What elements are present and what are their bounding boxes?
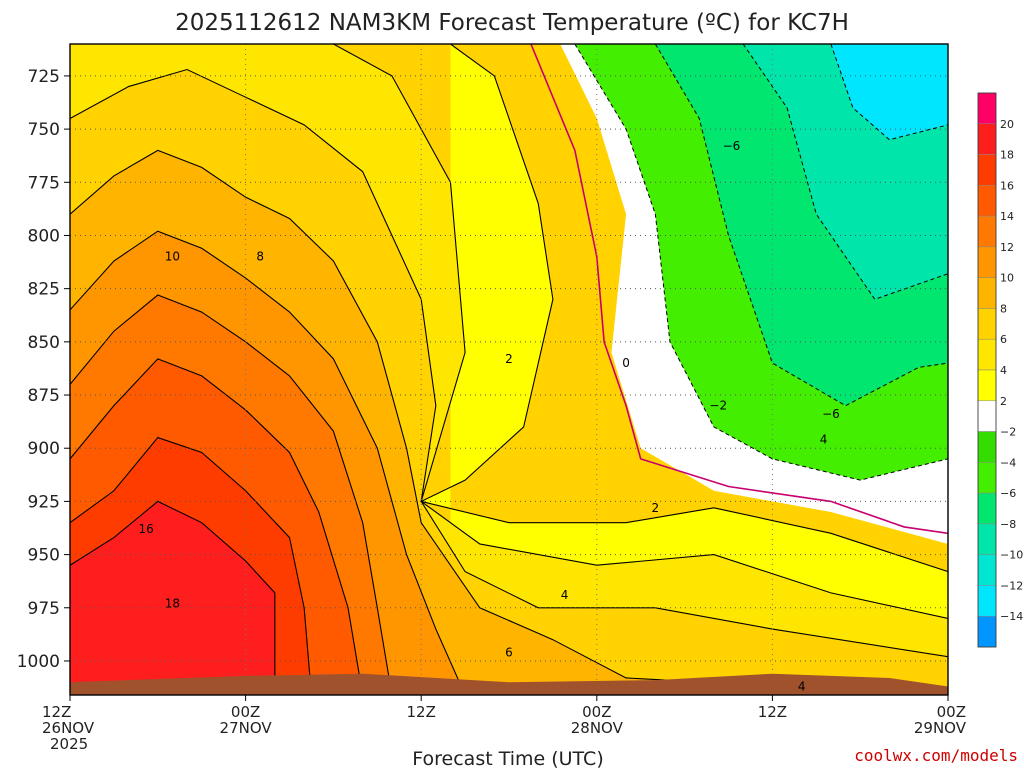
warm-band-18 xyxy=(70,501,275,695)
colorbar-swatch xyxy=(977,215,997,248)
contour-label: 2 xyxy=(652,501,660,515)
x-tick-time: 12Z xyxy=(758,703,787,721)
colorbar-label: −10 xyxy=(1000,549,1023,562)
contour-line-neg4 xyxy=(654,44,948,407)
y-tick-label: 900 xyxy=(28,439,60,459)
colorbar-swatch xyxy=(977,92,997,125)
contour-line-8 xyxy=(70,149,948,695)
y-tick-label: 750 xyxy=(28,120,60,140)
contour-label: 18 xyxy=(165,597,180,611)
contour-label: 8 xyxy=(256,250,264,264)
cold-region-minus10 xyxy=(830,44,948,140)
contour-line-neg6 xyxy=(742,44,948,300)
colorbar-label: −12 xyxy=(1000,579,1023,592)
chart-title: 2025112612 NAM3KM Forecast Temperature (… xyxy=(175,10,849,36)
y-tick-label: 850 xyxy=(28,333,60,353)
colorbar-swatch xyxy=(977,185,997,217)
colorbar-label: −2 xyxy=(1000,426,1016,439)
colorbar-swatch xyxy=(977,492,997,525)
x-tick-date: 26NOV xyxy=(42,719,95,737)
y-tick-label: 775 xyxy=(28,173,60,193)
contour-line-18 xyxy=(70,500,276,695)
contour-label: −2 xyxy=(709,399,727,413)
colorbar-swatch xyxy=(977,400,997,432)
terrain-fill xyxy=(70,673,948,695)
colorbar-swatch xyxy=(977,585,997,617)
x-tick-date: 28NOV xyxy=(571,719,624,737)
x-tick-time: 00Z xyxy=(231,703,260,721)
colorbar-swatch xyxy=(977,123,997,155)
colorbar-swatch xyxy=(977,369,997,402)
contour-label: 4 xyxy=(820,433,828,447)
contour-label: 4 xyxy=(798,679,806,693)
x-tick-year: 2025 xyxy=(50,735,88,753)
contour-line-neg10 xyxy=(830,44,948,141)
x-tick-time: 12Z xyxy=(407,703,436,721)
colorbar-swatch xyxy=(977,246,997,278)
colorbar-label: 8 xyxy=(1000,302,1007,315)
contour-label: −6 xyxy=(822,407,840,421)
credit-link[interactable]: coolwx.com/models xyxy=(854,746,1018,765)
y-tick-label: 925 xyxy=(28,492,60,512)
colorbar-label: −6 xyxy=(1000,487,1016,500)
x-tick-date: 27NOV xyxy=(220,719,273,737)
colorbar-label: 6 xyxy=(1000,333,1007,346)
freezing-contour-line xyxy=(530,44,948,535)
y-tick-label: 1000 xyxy=(17,652,60,672)
contour-line-10 xyxy=(70,230,466,695)
colorbar-label: 14 xyxy=(1000,210,1014,223)
contour-label: 6 xyxy=(505,645,513,659)
colorbar-label: 16 xyxy=(1000,179,1014,192)
colorbar-label: 4 xyxy=(1000,364,1007,377)
colorbar-label: −14 xyxy=(1000,610,1023,623)
contour-label: 2 xyxy=(505,352,513,366)
colorbar-swatch xyxy=(977,615,997,648)
colorbar-swatch xyxy=(977,277,997,309)
contour-label: −6 xyxy=(723,139,741,153)
colorbar-swatch xyxy=(977,308,997,340)
colorbar-frame xyxy=(977,92,997,648)
contour-line-16 xyxy=(70,436,312,695)
contour-label: 16 xyxy=(138,522,153,536)
contour-label: 0 xyxy=(622,356,630,370)
colorbar-swatch xyxy=(977,154,997,186)
x-tick-time: 00Z xyxy=(582,703,611,721)
y-tick-label: 825 xyxy=(28,280,60,300)
y-tick-label: 800 xyxy=(28,226,60,246)
colorbar-swatch xyxy=(977,431,997,463)
colorbar-label: −4 xyxy=(1000,456,1016,469)
contour-line-12 xyxy=(70,294,393,695)
colorbar-label: 18 xyxy=(1000,149,1014,162)
x-tick-date: 29NOV xyxy=(914,719,967,737)
colorbar: 20 18 16 14 12 10 8 6 4 2 −2 −4 −6 −8 −10 −12 −14 xyxy=(977,92,1023,648)
colorbar-swatch xyxy=(977,338,997,371)
x-tick-time: 12Z xyxy=(42,703,71,721)
colorbar-label: −8 xyxy=(1000,518,1016,531)
y-tick-label: 950 xyxy=(28,546,60,566)
y-tick-label: 975 xyxy=(28,599,60,619)
x-axis-label: Forecast Time (UTC) xyxy=(412,748,603,768)
colorbar-label: 20 xyxy=(1000,118,1014,131)
contour-label: 4 xyxy=(561,588,569,602)
contour-label: 10 xyxy=(165,250,180,264)
contour-line-neg2 xyxy=(574,44,948,481)
colorbar-swatch xyxy=(977,554,997,586)
colorbar-label: 12 xyxy=(1000,241,1014,254)
colorbar-swatch xyxy=(977,523,997,555)
colorbar-swatch xyxy=(977,462,997,494)
y-tick-label: 725 xyxy=(28,67,60,87)
colorbar-label: 10 xyxy=(1000,272,1014,285)
plot-frame xyxy=(69,43,949,696)
colorbar-label: 2 xyxy=(1000,395,1007,408)
warm-band-2 xyxy=(421,44,948,695)
x-tick-time: 00Z xyxy=(937,703,966,721)
y-tick-label: 875 xyxy=(28,386,60,406)
